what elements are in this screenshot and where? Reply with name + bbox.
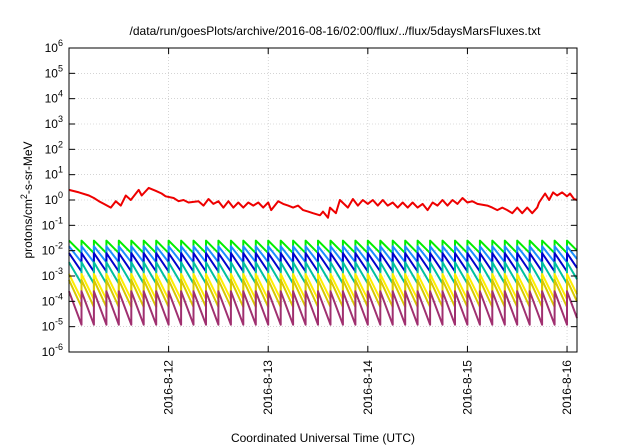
series-line-1: [68, 186, 578, 219]
x-axis-label: Coordinated Universal Time (UTC): [231, 431, 415, 445]
x-tick-label: 2016-8-12: [162, 360, 176, 415]
y-tick-label: 10-1: [42, 215, 63, 232]
y-axis-label-rest: -s-sr-MeV: [21, 141, 35, 194]
y-tick-label: 10-2: [42, 241, 63, 258]
series-layer: [68, 186, 578, 326]
series-line-8: [68, 290, 578, 326]
x-tick-label: 2016-8-13: [261, 360, 275, 415]
y-tick-label: 101: [45, 165, 63, 182]
y-tick-label: 102: [45, 139, 63, 156]
y-tick-label: 10-3: [42, 266, 63, 283]
y-tick-label: 100: [45, 190, 63, 207]
x-tick-label: 2016-8-16: [560, 360, 574, 415]
x-tick-label: 2016-8-15: [460, 360, 474, 415]
y-tick-label: 105: [45, 63, 63, 80]
x-axis: 2016-8-12 2016-8-13 2016-8-14 2016-8-15 2016…: [162, 48, 574, 415]
x-tick-label: 2016-8-14: [361, 360, 375, 415]
y-axis-label: protons/cm2-s-sr-MeV: [19, 141, 35, 258]
y-axis: 10-6 10-5 10-4 10-3 10-2 10-1 100 101 102 103 104 1…: [42, 38, 577, 359]
series-line-5: [68, 261, 578, 285]
y-tick-label: 104: [45, 89, 63, 106]
y-tick-label: 10-6: [42, 342, 63, 359]
y-tick-label: 106: [45, 38, 63, 55]
y-tick-label: 103: [45, 114, 63, 131]
y-axis-label-sup: 2: [19, 194, 29, 199]
y-axis-label-main: protons/cm: [21, 199, 35, 258]
y-tick-label: 10-4: [42, 291, 63, 308]
chart-title: /data/run/goesPlots/archive/2016-08-16/0…: [130, 24, 542, 38]
y-tick-label: 10-5: [42, 317, 63, 334]
